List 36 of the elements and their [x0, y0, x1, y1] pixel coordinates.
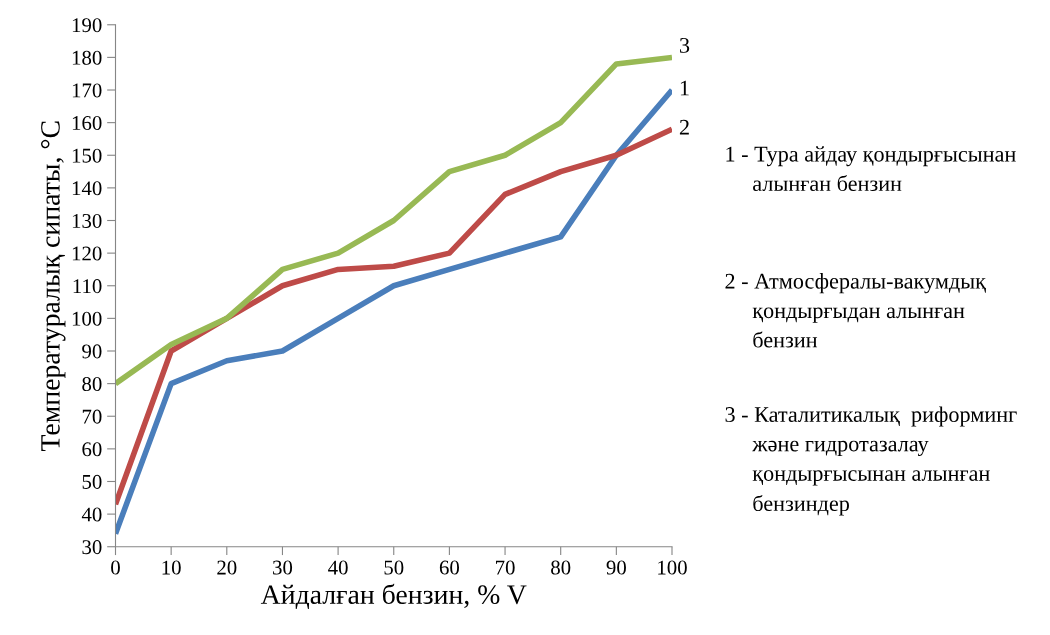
x-tick-label: 70 — [496, 560, 515, 575]
series-label: 1 — [680, 80, 689, 96]
text: 1 - Тура айдау қондырғысынан алынған бензин — [726, 146, 1016, 192]
y-tick-label: 40 — [81, 507, 102, 522]
y-tick-label: 190 — [72, 18, 102, 33]
y-tick-label: 70 — [82, 409, 102, 424]
y-axis-title: Температуралық сипаты, °C — [41, 121, 66, 452]
x-tick-label: 40 — [328, 560, 348, 575]
x-tick-label: 80 — [551, 560, 571, 575]
y-tick-label: 150 — [72, 148, 102, 163]
x-axis-title: Айдалған бензин, % V — [260, 583, 527, 610]
y-tick-label: 60 — [82, 442, 102, 457]
y-tick-label: 90 — [82, 344, 102, 359]
y-tick-label: 80 — [82, 376, 102, 392]
y-tick-label: 50 — [82, 474, 102, 489]
y-tick-label: 30 — [82, 540, 102, 555]
y-tick-label: 160 — [72, 116, 102, 131]
x-tick-label: 30 — [273, 560, 293, 575]
x-tick-label: 90 — [606, 560, 626, 575]
text: 3 - Каталитикалық риформинг және гидротазалау қондырғысынан алынған бензиндер — [725, 406, 1017, 516]
series-label: 2 — [679, 119, 689, 135]
x-tick-label: 100 — [658, 560, 687, 575]
y-tick-label: 110 — [73, 279, 102, 294]
x-tick-label: 0 — [111, 560, 120, 575]
x-tick-label: 60 — [439, 560, 460, 575]
y-tick-label: 180 — [72, 50, 102, 65]
y-tick-label: 170 — [72, 83, 102, 98]
text: 2 - Атмосфералы-вакумдық қондырғыдан алынған бензин — [725, 273, 986, 348]
series-label: 3 — [680, 37, 690, 53]
y-tick-label: 130 — [72, 213, 102, 228]
y-tick-label: 100 — [72, 311, 102, 326]
y-tick-label: 140 — [72, 181, 102, 196]
x-tick-label: 50 — [384, 560, 404, 575]
y-tick-label: 120 — [72, 246, 102, 261]
x-tick-label: 20 — [217, 560, 237, 575]
x-tick-label: 10 — [162, 560, 181, 575]
